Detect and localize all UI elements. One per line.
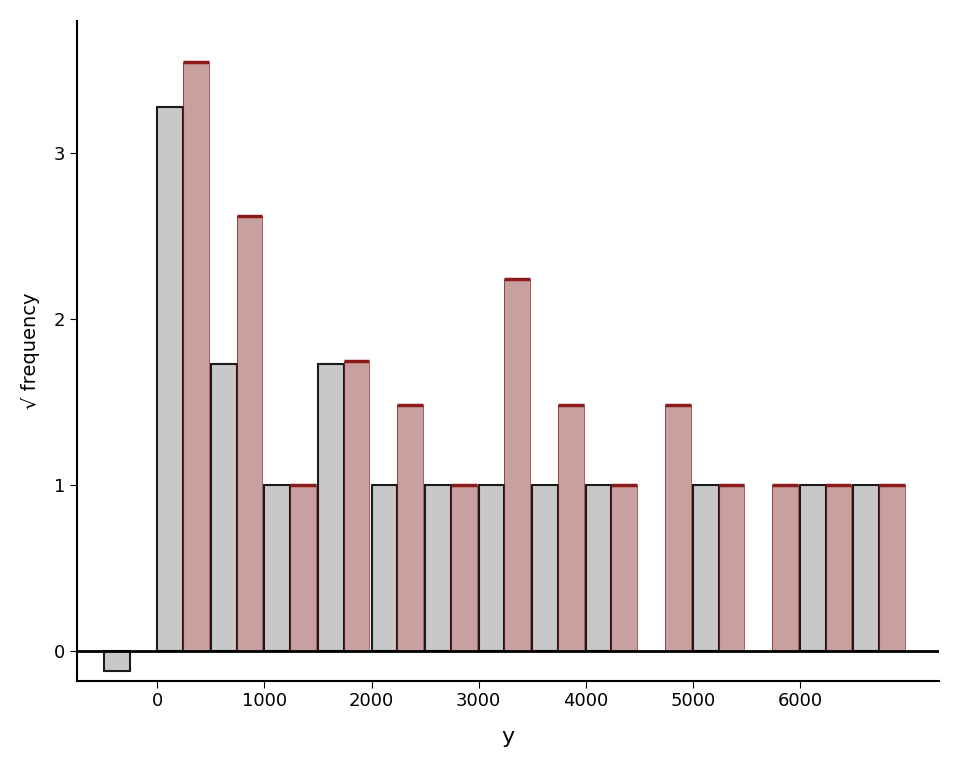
- Bar: [826, 485, 852, 650]
- Bar: [157, 107, 183, 650]
- Bar: [264, 485, 290, 650]
- Bar: [183, 62, 208, 650]
- Bar: [586, 485, 612, 650]
- Bar: [344, 361, 370, 650]
- Bar: [211, 364, 236, 650]
- Bar: [853, 485, 879, 650]
- Bar: [236, 217, 262, 650]
- Bar: [665, 406, 690, 650]
- Bar: [800, 485, 826, 650]
- Bar: [558, 406, 584, 650]
- Bar: [772, 485, 798, 650]
- Bar: [532, 485, 558, 650]
- Bar: [451, 485, 476, 650]
- Bar: [612, 485, 637, 650]
- Bar: [104, 650, 130, 670]
- Bar: [879, 485, 905, 650]
- Bar: [397, 406, 423, 650]
- Bar: [425, 485, 451, 650]
- Bar: [718, 485, 744, 650]
- Y-axis label: √ frequency: √ frequency: [21, 293, 39, 409]
- Bar: [504, 280, 530, 650]
- Bar: [318, 364, 344, 650]
- X-axis label: y: y: [501, 727, 515, 747]
- Bar: [372, 485, 397, 650]
- Bar: [479, 485, 504, 650]
- Bar: [693, 485, 718, 650]
- Bar: [290, 485, 316, 650]
